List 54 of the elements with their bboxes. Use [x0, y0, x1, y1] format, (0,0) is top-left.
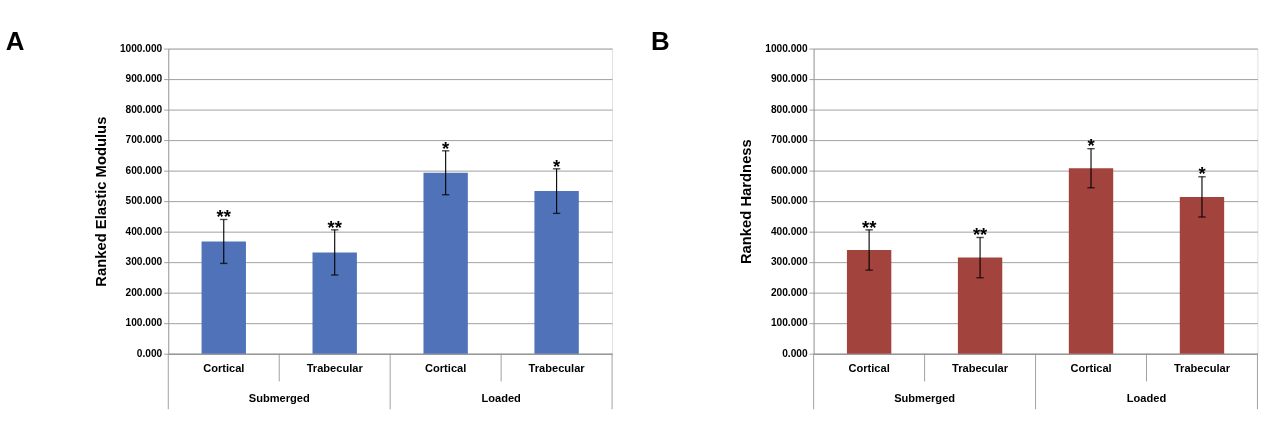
- x-tick-label: Cortical: [848, 361, 890, 374]
- bar: [846, 249, 892, 354]
- annotation: *: [553, 155, 562, 177]
- y-tick-label: 900.000: [770, 73, 808, 85]
- bar: [534, 191, 579, 354]
- y-tick-label: 800.000: [125, 103, 163, 115]
- chart-title: A: [5, 27, 25, 56]
- text: Submerged: [894, 391, 956, 404]
- y-tick-label: 200.000: [770, 286, 808, 298]
- y-tick-label: 0.000: [136, 347, 163, 359]
- y-tick-label: 100.000: [125, 317, 163, 329]
- bar: [423, 172, 468, 354]
- y-tick-label: 500.000: [125, 195, 163, 207]
- y-tick-label: 900.000: [125, 73, 163, 85]
- y-tick-label: 500.000: [770, 195, 808, 207]
- y-tick-label: 600.000: [125, 164, 163, 176]
- y-tick-label: 100.000: [770, 317, 808, 329]
- annotation: **: [327, 216, 343, 238]
- annotation: **: [972, 224, 989, 246]
- text: Loaded: [1126, 391, 1167, 404]
- annotation: **: [861, 216, 878, 238]
- x-tick-label: Cortical: [1070, 361, 1112, 374]
- y-axis-title: Ranked Elastic Modulus: [92, 116, 109, 287]
- bar: [957, 257, 1003, 354]
- y-tick-label: 600.000: [770, 164, 808, 176]
- bar: [1179, 196, 1225, 354]
- x-tick-label: Trabecular: [952, 361, 1009, 374]
- text: Submerged: [248, 391, 310, 404]
- x-tick-label: Trabecular: [528, 361, 586, 374]
- annotation: *: [442, 137, 451, 159]
- y-tick-label: 200.000: [125, 286, 163, 298]
- x-tick-label: Trabecular: [306, 361, 364, 374]
- x-tick-label: Cortical: [425, 361, 467, 374]
- y-tick-label: 300.000: [770, 256, 808, 268]
- x-tick-label: Trabecular: [1173, 361, 1231, 374]
- y-tick-label: 400.000: [770, 225, 808, 237]
- x-tick-label: Cortical: [203, 361, 245, 374]
- y-tick-label: 700.000: [125, 134, 163, 146]
- text: Loaded: [481, 391, 522, 404]
- annotation: *: [1198, 163, 1207, 185]
- y-tick-label: 400.000: [125, 225, 163, 237]
- annotation: *: [1087, 135, 1096, 157]
- y-tick-label: 700.000: [770, 134, 808, 146]
- chart-title: B: [651, 27, 670, 56]
- y-tick-label: 1000.000: [765, 42, 808, 54]
- y-tick-label: 800.000: [770, 103, 808, 115]
- y-axis-title: Ranked Hardness: [738, 139, 755, 265]
- y-tick-label: 1000.000: [119, 42, 163, 54]
- bar: [1068, 168, 1114, 354]
- bar: [312, 252, 357, 354]
- annotation: **: [216, 206, 232, 228]
- y-tick-label: 300.000: [125, 256, 163, 268]
- y-tick-label: 0.000: [782, 347, 808, 359]
- bar: [201, 241, 246, 354]
